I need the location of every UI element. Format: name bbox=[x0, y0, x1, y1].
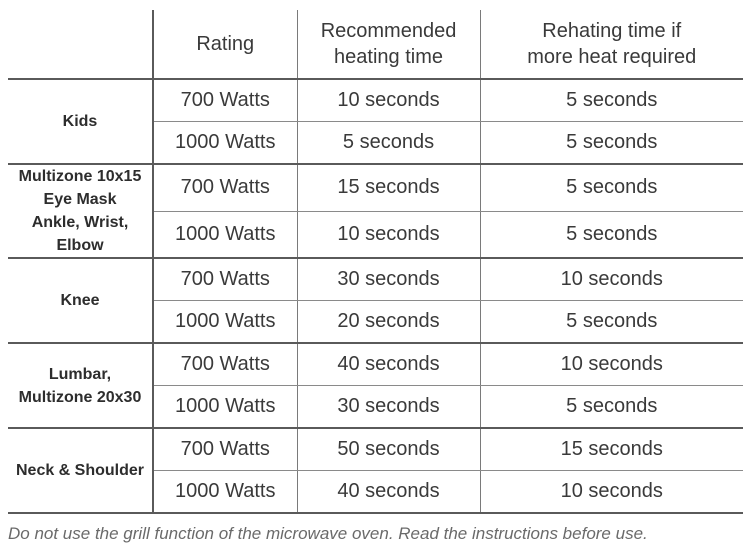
body-zone-cell: Knee bbox=[8, 258, 154, 344]
body-zone-line: Multizone 10x15 bbox=[18, 168, 142, 185]
rating-cell: 700 Watts bbox=[153, 79, 298, 122]
body-zone-cell: Lumbar, Multizone 20x30 bbox=[8, 343, 154, 429]
heating-time-cell: 20 seconds bbox=[297, 300, 481, 344]
reheating-time-cell: 10 seconds bbox=[480, 343, 743, 386]
reheating-time-cell: 10 seconds bbox=[480, 470, 743, 514]
reheating-time-cell: 5 seconds bbox=[480, 385, 743, 429]
body-zone-line: Eye Mask bbox=[43, 191, 117, 208]
heating-time-cell: 10 seconds bbox=[297, 211, 481, 259]
table-row: Neck & Shoulder 700 Watts 50 seconds 15 sec… bbox=[8, 428, 743, 514]
reheating-time-cell: 5 seconds bbox=[480, 79, 743, 122]
header-heating-line: Recommended bbox=[320, 20, 457, 42]
table-row: 1000 Watts 5 seconds 5 seconds bbox=[8, 121, 743, 165]
reheating-time-cell: 5 seconds bbox=[480, 300, 743, 344]
body-zone-cell: Multizone 10x15 Eye Mask Ankle, Wrist, Elb… bbox=[8, 164, 154, 259]
table-row: 1000 Watts 10 seconds 5 seconds bbox=[8, 211, 743, 259]
reheating-time-cell: 5 seconds bbox=[480, 121, 743, 165]
body-zone-line: Kids bbox=[62, 113, 98, 130]
table-header-row: Rating Recommended heating time Rehating… bbox=[8, 10, 743, 80]
body-zone-cell: Kids bbox=[8, 79, 154, 165]
heating-time-table: Rating Recommended heating time Rehating… bbox=[8, 10, 743, 514]
body-zone-line: Multizone 20x30 bbox=[18, 388, 142, 406]
rating-cell: 1000 Watts bbox=[153, 211, 298, 259]
rating-cell: 1000 Watts bbox=[153, 121, 298, 165]
table-row: Lumbar, Multizone 20x30 700 Watts 40 second… bbox=[8, 343, 743, 429]
heating-time-cell: 50 seconds bbox=[297, 428, 481, 471]
table-body: Kids 700 Watts 10 seconds 5 seconds 1000 Wat… bbox=[8, 79, 743, 514]
body-zone-line: Neck & Shoulder bbox=[15, 462, 145, 479]
body-zone-line: Ankle, Wrist, Elbow bbox=[31, 214, 129, 254]
table-row: Kids 700 Watts 10 seconds 5 seconds bbox=[8, 79, 743, 165]
body-zone-cell: Neck & Shoulder bbox=[8, 428, 154, 514]
reheating-time-cell: 5 seconds bbox=[480, 164, 743, 212]
table-row: Knee 700 Watts 30 seconds 10 seconds bbox=[8, 258, 743, 344]
rating-cell: 700 Watts bbox=[153, 258, 298, 301]
heating-time-cell: 5 seconds bbox=[297, 121, 481, 165]
rating-cell: 700 Watts bbox=[153, 428, 298, 471]
reheating-time-cell: 5 seconds bbox=[480, 211, 743, 259]
header-zone bbox=[8, 10, 154, 80]
body-zone-line: Lumbar, bbox=[48, 365, 112, 383]
heating-time-cell: 40 seconds bbox=[297, 470, 481, 514]
rating-cell: 1000 Watts bbox=[153, 300, 298, 344]
rating-cell: 1000 Watts bbox=[153, 470, 298, 514]
body-zone-line: Knee bbox=[60, 292, 100, 309]
table-row: 1000 Watts 40 seconds 10 seconds bbox=[8, 470, 743, 514]
usage-note: Do not use the grill function of the mic… bbox=[8, 524, 648, 543]
header-reheating-time: Rehating time if more heat required bbox=[480, 10, 743, 80]
rating-cell: 700 Watts bbox=[153, 164, 298, 212]
rating-cell: 1000 Watts bbox=[153, 385, 298, 429]
header-reheating-line: Rehating time if bbox=[542, 20, 682, 42]
heating-time-cell: 40 seconds bbox=[297, 343, 481, 386]
table-row: 1000 Watts 20 seconds 5 seconds bbox=[8, 300, 743, 344]
reheating-time-cell: 10 seconds bbox=[480, 258, 743, 301]
header-heating-time: Recommended heating time bbox=[297, 10, 481, 80]
header-heating-line: heating time bbox=[334, 46, 443, 68]
heating-time-cell: 30 seconds bbox=[297, 385, 481, 429]
reheating-time-cell: 15 seconds bbox=[480, 428, 743, 471]
heating-time-cell: 10 seconds bbox=[297, 79, 481, 122]
table-row: Multizone 10x15 Eye Mask Ankle, Wrist, Elb… bbox=[8, 164, 743, 259]
heating-time-cell: 15 seconds bbox=[297, 164, 481, 212]
header-rating: Rating bbox=[153, 10, 298, 80]
header-reheating-line: more heat required bbox=[527, 46, 697, 68]
heating-time-cell: 30 seconds bbox=[297, 258, 481, 301]
table-row: 1000 Watts 30 seconds 5 seconds bbox=[8, 385, 743, 429]
rating-cell: 700 Watts bbox=[153, 343, 298, 386]
